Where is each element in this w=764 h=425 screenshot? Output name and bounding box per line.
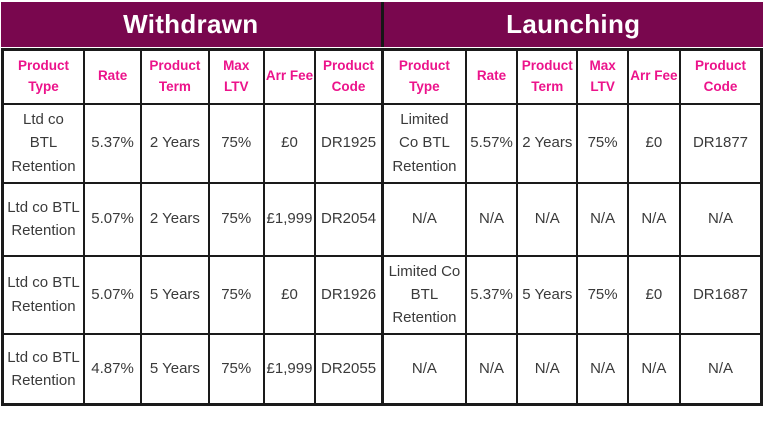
cell-withdrawn-product-type: Ltd co BTL Retention [1, 181, 85, 257]
cell-withdrawn-max-ltv: 75% [207, 254, 265, 335]
cell-withdrawn-product-term: 2 Years [140, 102, 210, 184]
cell-withdrawn-product-code: DR1925 [314, 102, 384, 184]
cell-withdrawn-product-code: DR2054 [314, 181, 384, 257]
cell-launching-product-code: N/A [678, 181, 763, 257]
table-row: Ltd co BTL Retention 5.37% 2 Years 75% £… [1, 102, 763, 184]
cell-withdrawn-product-term: 2 Years [140, 181, 210, 257]
cell-withdrawn-product-code: DR1926 [314, 254, 384, 335]
table-header-band: Withdrawn Launching [1, 2, 763, 47]
product-rates-table: Product Type Rate Product Term Max LTV A… [1, 48, 763, 406]
section-title-launching: Launching [383, 2, 763, 47]
table-row: Ltd co BTL Retention 5.07% 5 Years 75% £… [1, 254, 763, 335]
cell-withdrawn-product-code: DR2055 [314, 332, 384, 406]
column-header-launching-product-type: Product Type [380, 48, 467, 105]
cell-withdrawn-product-term: 5 Years [140, 332, 210, 406]
cell-launching-product-type: Limited Co BTL Retention [380, 102, 467, 184]
cell-launching-product-type: N/A [380, 332, 467, 406]
cell-launching-max-ltv: 75% [576, 102, 629, 184]
cell-launching-rate: N/A [464, 181, 519, 257]
cell-withdrawn-arr-fee: £0 [262, 102, 317, 184]
cell-withdrawn-arr-fee: £0 [262, 254, 317, 335]
cell-launching-rate: 5.57% [464, 102, 519, 184]
cell-launching-max-ltv: N/A [576, 332, 629, 406]
cell-withdrawn-max-ltv: 75% [207, 332, 265, 406]
column-header-withdrawn-product-type: Product Type [1, 48, 85, 105]
cell-launching-product-term: 5 Years [516, 254, 579, 335]
cell-withdrawn-max-ltv: 75% [207, 181, 265, 257]
cell-withdrawn-product-type: Ltd co BTL Retention [1, 102, 85, 184]
column-header-withdrawn-product-term: Product Term [140, 48, 210, 105]
cell-launching-product-code: N/A [678, 332, 763, 406]
column-header-launching-arr-fee: Arr Fee [626, 48, 681, 105]
cell-withdrawn-product-type: Ltd co BTL Retention [1, 332, 85, 406]
column-header-launching-product-term: Product Term [516, 48, 579, 105]
cell-withdrawn-arr-fee: £1,999 [262, 332, 317, 406]
cell-launching-product-code: DR1877 [678, 102, 763, 184]
cell-launching-arr-fee: N/A [626, 332, 681, 406]
column-header-row: Product Type Rate Product Term Max LTV A… [1, 48, 763, 105]
column-header-launching-rate: Rate [464, 48, 519, 105]
cell-withdrawn-product-term: 5 Years [140, 254, 210, 335]
table-row: Ltd co BTL Retention 5.07% 2 Years 75% £… [1, 181, 763, 257]
column-header-withdrawn-rate: Rate [82, 48, 143, 105]
column-header-launching-product-code: Product Code [678, 48, 763, 105]
cell-launching-max-ltv: N/A [576, 181, 629, 257]
column-header-launching-max-ltv: Max LTV [576, 48, 629, 105]
section-title-withdrawn: Withdrawn [1, 2, 381, 47]
column-header-withdrawn-max-ltv: Max LTV [207, 48, 265, 105]
column-header-withdrawn-arr-fee: Arr Fee [262, 48, 317, 105]
table-row: Ltd co BTL Retention 4.87% 5 Years 75% £… [1, 332, 763, 406]
cell-withdrawn-rate: 4.87% [82, 332, 143, 406]
cell-launching-max-ltv: 75% [576, 254, 629, 335]
cell-launching-product-term: 2 Years [516, 102, 579, 184]
cell-launching-product-term: N/A [516, 332, 579, 406]
cell-launching-product-term: N/A [516, 181, 579, 257]
cell-launching-rate: 5.37% [464, 254, 519, 335]
cell-launching-product-type: Limited Co BTL Retention [380, 254, 467, 335]
cell-launching-product-type: N/A [380, 181, 467, 257]
cell-withdrawn-arr-fee: £1,999 [262, 181, 317, 257]
cell-launching-rate: N/A [464, 332, 519, 406]
cell-withdrawn-max-ltv: 75% [207, 102, 265, 184]
cell-withdrawn-product-type: Ltd co BTL Retention [1, 254, 85, 335]
cell-launching-arr-fee: £0 [626, 102, 681, 184]
cell-launching-arr-fee: £0 [626, 254, 681, 335]
cell-withdrawn-rate: 5.37% [82, 102, 143, 184]
column-header-withdrawn-product-code: Product Code [314, 48, 384, 105]
cell-withdrawn-rate: 5.07% [82, 254, 143, 335]
cell-launching-arr-fee: N/A [626, 181, 681, 257]
cell-withdrawn-rate: 5.07% [82, 181, 143, 257]
cell-launching-product-code: DR1687 [678, 254, 763, 335]
section-divider [380, 2, 384, 47]
